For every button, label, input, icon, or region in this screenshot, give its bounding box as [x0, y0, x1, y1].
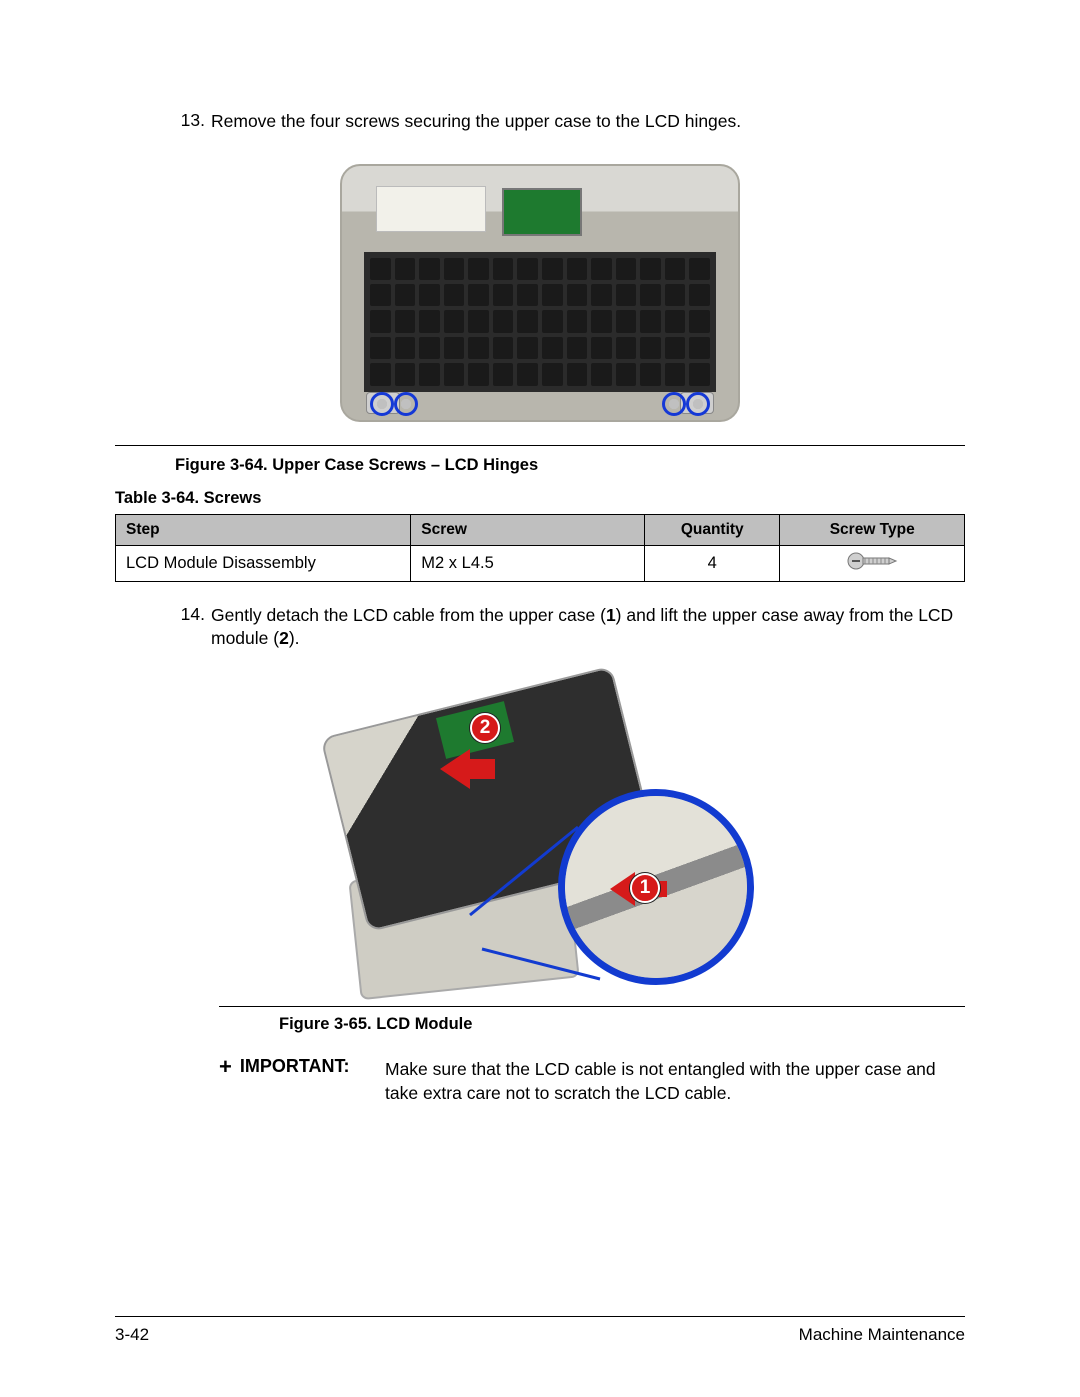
- screw-circle-icon: [686, 392, 710, 416]
- leader-lines: [320, 679, 760, 991]
- screw-icon: [846, 548, 898, 579]
- step-14-number: 14.: [175, 604, 211, 651]
- figure-3-65: 2 1: [115, 679, 965, 996]
- th-screw: Screw: [411, 514, 645, 545]
- upper-case-illustration: [340, 164, 740, 422]
- section-title: Machine Maintenance: [799, 1325, 965, 1345]
- td-screw: M2 x L4.5: [411, 545, 645, 581]
- screw-circle-icon: [370, 392, 394, 416]
- step-13-text: Remove the four screws securing the uppe…: [211, 110, 965, 134]
- screw-circle-icon: [662, 392, 686, 416]
- td-step: LCD Module Disassembly: [116, 545, 411, 581]
- th-step: Step: [116, 514, 411, 545]
- th-quantity: Quantity: [645, 514, 780, 545]
- td-quantity: 4: [645, 545, 780, 581]
- screws-table: Step Screw Quantity Screw Type LCD Modul…: [115, 514, 965, 582]
- th-screw-type: Screw Type: [780, 514, 965, 545]
- divider: [219, 1006, 965, 1007]
- table-3-64-caption: Table 3-64. Screws: [115, 489, 965, 508]
- page-number: 3-42: [115, 1325, 149, 1345]
- lcd-module-illustration: 2 1: [320, 679, 760, 991]
- important-label: IMPORTANT:: [240, 1056, 350, 1077]
- important-text: Make sure that the LCD cable is not enta…: [385, 1056, 965, 1105]
- figure-3-64: [115, 164, 965, 427]
- table-row: LCD Module Disassembly M2 x L4.5 4: [116, 545, 965, 581]
- step-14-text: Gently detach the LCD cable from the upp…: [211, 604, 965, 651]
- callout-1: 1: [630, 873, 660, 903]
- td-screw-type: [780, 545, 965, 581]
- figure-3-65-caption: Figure 3-65. LCD Module: [279, 1015, 965, 1034]
- step-13-number: 13.: [175, 110, 211, 134]
- page-footer: 3-42 Machine Maintenance: [115, 1316, 965, 1345]
- divider: [115, 445, 965, 446]
- screw-circle-icon: [394, 392, 418, 416]
- plus-icon: +: [219, 1056, 232, 1078]
- divider: [115, 1316, 965, 1317]
- figure-3-64-caption: Figure 3-64. Upper Case Screws – LCD Hin…: [175, 456, 965, 475]
